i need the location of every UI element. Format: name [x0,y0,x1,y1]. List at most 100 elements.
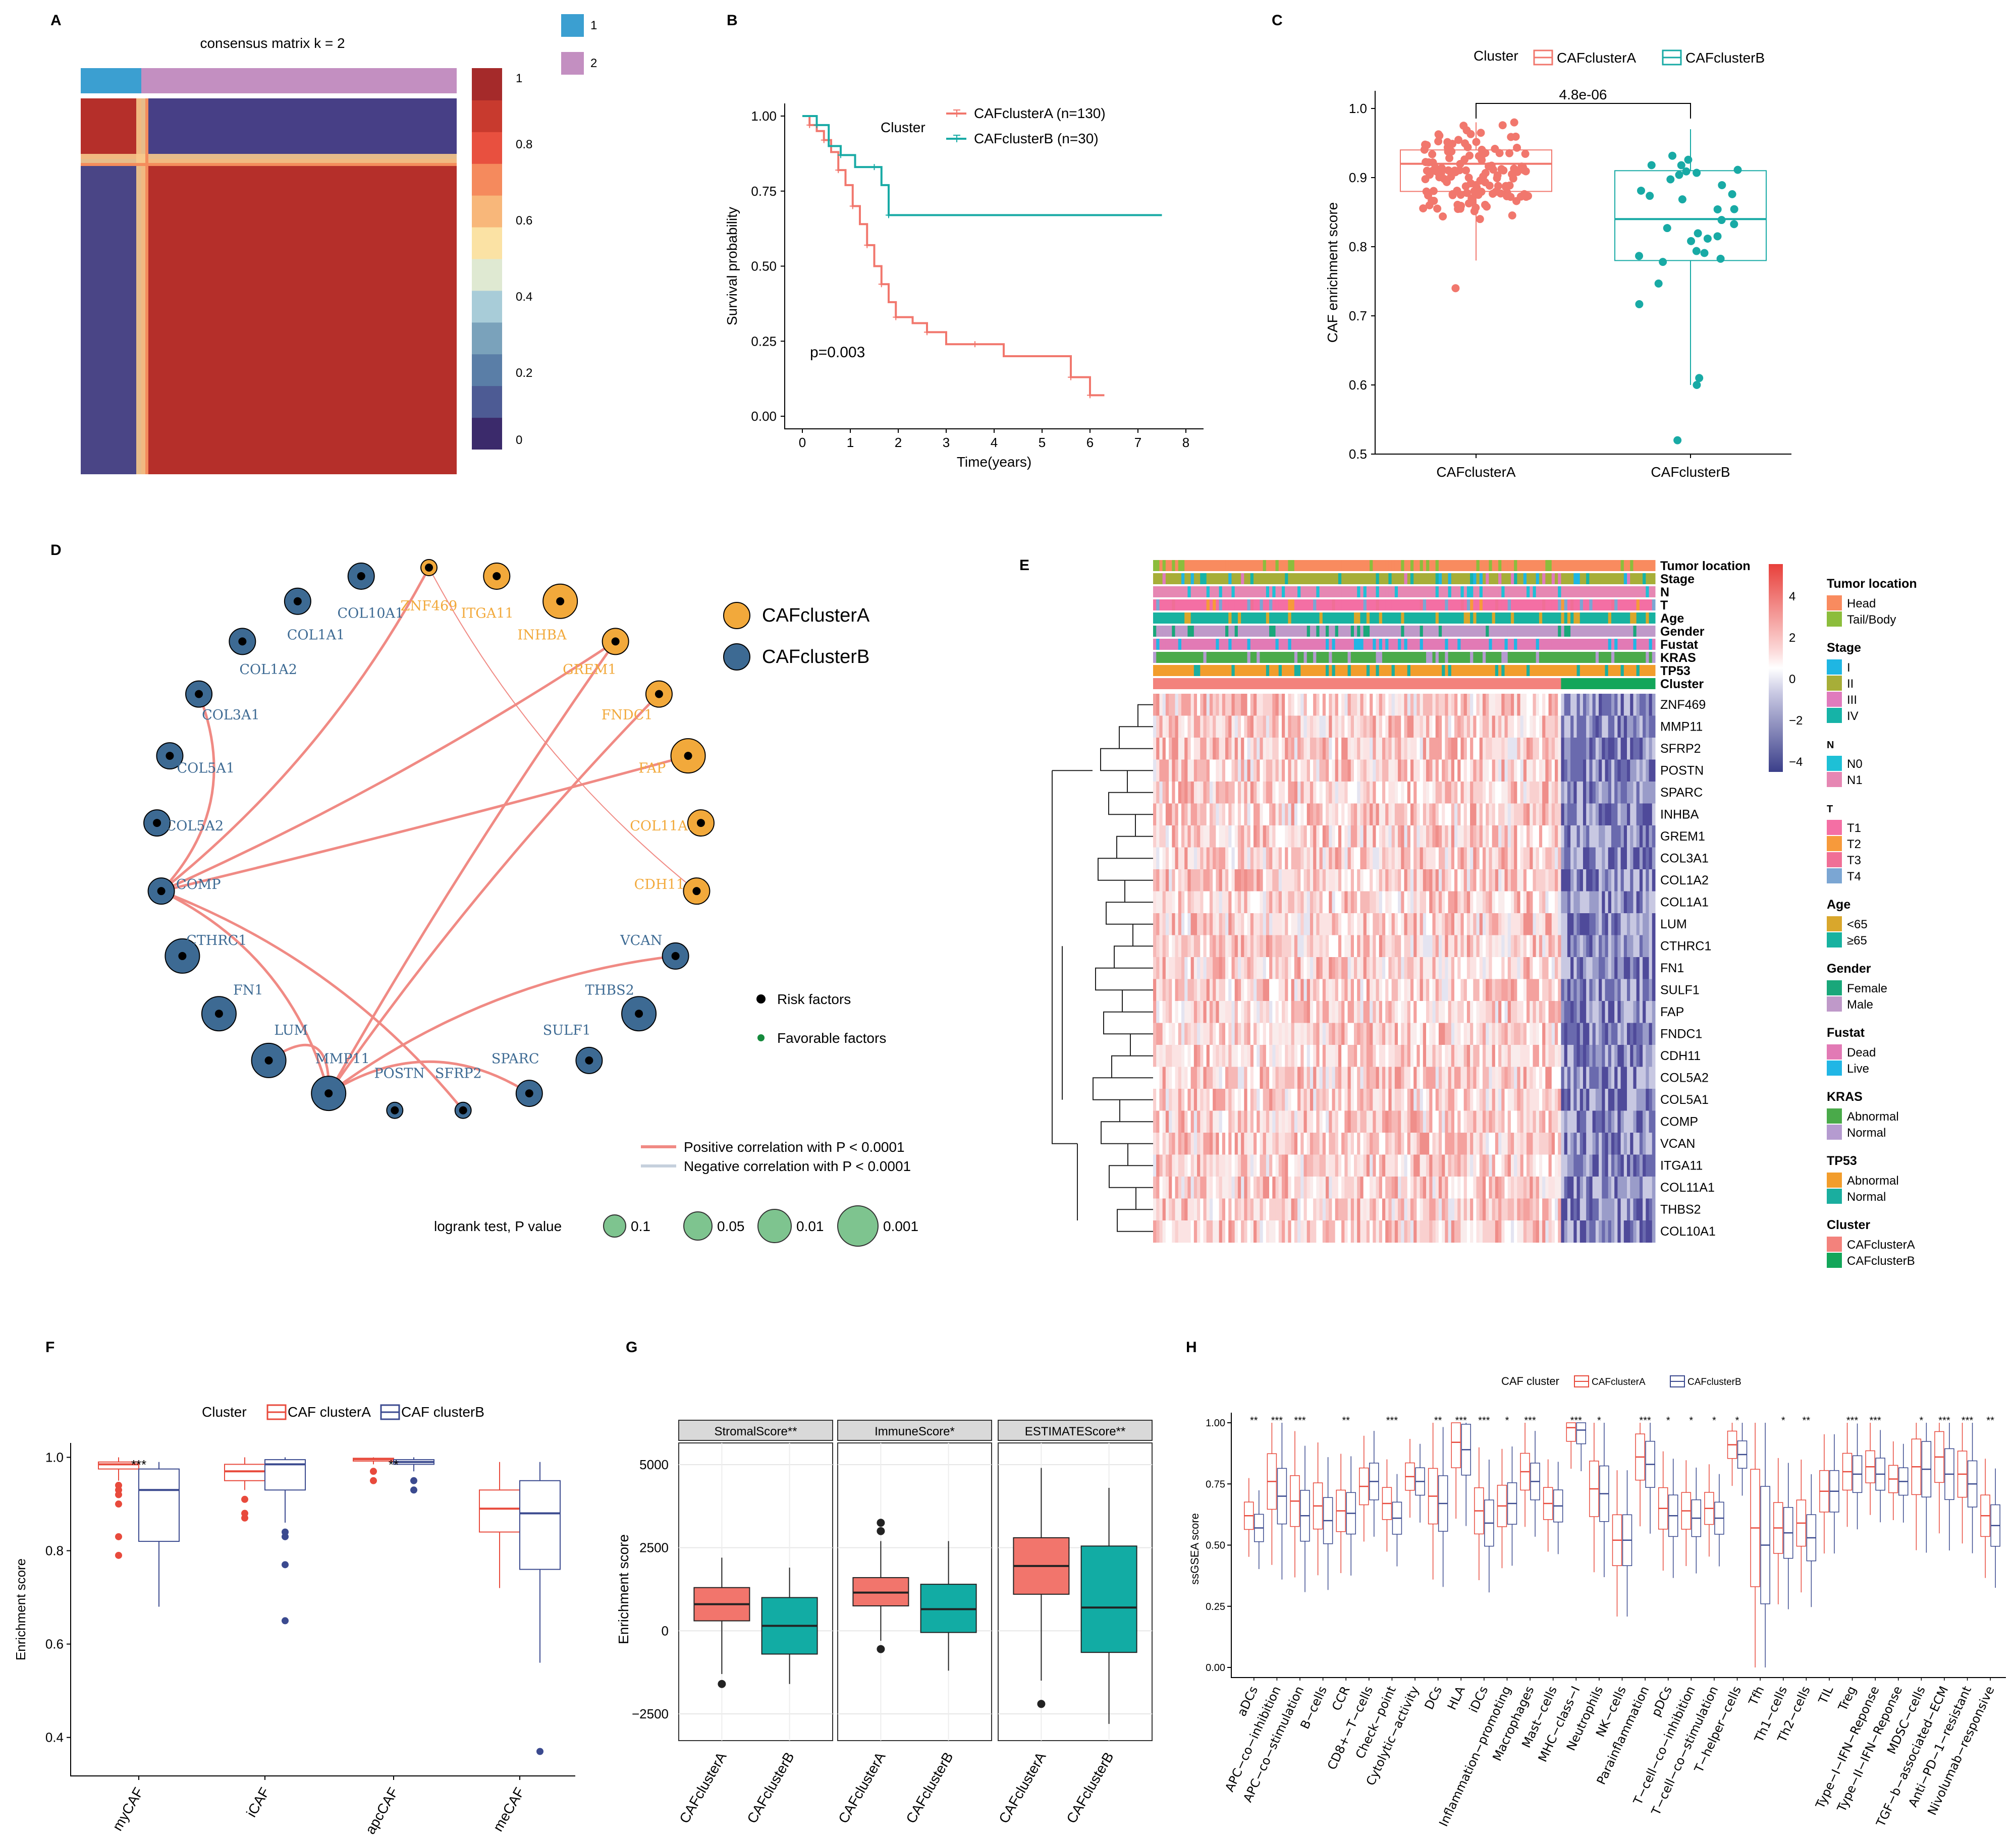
annotation-cell [1426,586,1430,597]
heatmap-cell [1178,847,1182,870]
heatmap-cell [1542,957,1546,979]
annotation-cell [1165,652,1169,663]
heatmap-cell [1507,1023,1511,1045]
annotation-cell [1379,665,1383,676]
annotation-cell [1263,612,1267,624]
x-tick-label: 1 [847,435,854,450]
heatmap-cell [1219,782,1223,804]
panel-d: ZNF469 ITGA11INHBAGREM1FNDC1FAPCOL11A1CDH… [143,559,918,1247]
heatmap-cell [1260,803,1264,826]
heatmap-cell [1344,935,1348,958]
heatmap-cell [1285,869,1288,891]
annotation-cell [1357,652,1360,663]
heatmap-cell [1558,957,1561,979]
node-label: FAP [638,760,666,776]
annotation-cell [1329,678,1332,689]
heatmap-cell [1579,1067,1584,1089]
annotation-cell [1573,652,1577,663]
heatmap-cell [1558,1045,1561,1067]
annotation-cell [1278,586,1282,597]
heatmap-cell [1175,1045,1179,1067]
heatmap-cell [1335,738,1339,760]
heatmap-cell [1530,782,1533,804]
heatmap-cell [1573,913,1577,935]
heatmap-cell [1646,979,1650,1001]
annotation-cell [1633,678,1637,689]
heatmap-cell [1300,957,1304,979]
annotation-cell [1184,665,1188,676]
annotation-row-label: Tumor location [1660,559,1751,573]
annotation-cell [1165,599,1169,610]
heatmap-cell [1639,869,1643,891]
heatmap-cell [1181,869,1185,891]
node-label: THBS2 [585,982,634,998]
annotation-cell [1216,560,1220,571]
heatmap-cell [1319,1067,1323,1089]
heatmap-cell [1520,738,1524,760]
annotation-cell [1370,665,1373,676]
annotation-cell [1445,626,1449,637]
annotation-cell [1617,678,1621,689]
annotation-cell [1583,612,1587,624]
heatmap-cell [1241,715,1244,738]
heatmap-cell [1498,891,1502,914]
heatmap-cell [1350,869,1354,891]
heatmap-cell [1510,715,1514,738]
annotation-cell [1231,652,1235,663]
heatmap-cell [1175,935,1179,958]
annotation-cell [1347,612,1351,624]
heatmap-cell [1460,694,1464,716]
heatmap-cell [1385,1067,1389,1089]
heatmap-cell [1281,694,1285,716]
heatmap-cell [1156,1023,1160,1045]
heatmap-cell [1156,803,1160,826]
heatmap-cell [1482,738,1486,760]
heatmap-cell [1489,694,1493,716]
annotation-cell [1602,665,1605,676]
heatmap-cell [1495,913,1499,935]
heatmap-cell [1620,1045,1624,1067]
annotation-cell [1473,665,1477,676]
heatmap-cell [1219,935,1223,958]
heatmap-cell [1275,803,1279,826]
heatmap-cell [1567,715,1571,738]
annotation-cell [1570,652,1574,663]
heatmap-cell [1429,715,1433,738]
node-risk-dot [585,1056,593,1065]
annotation-cell [1595,639,1599,650]
heatmap-cell [1611,803,1615,826]
annotation-cell [1241,599,1244,610]
heatmap-cell [1583,957,1587,979]
heatmap-cell [1620,1067,1624,1089]
heatmap-cell [1338,694,1342,716]
annotation-cell [1219,586,1223,597]
annotation-cell [1504,626,1508,637]
annotation-cell [1599,665,1602,676]
annotation-cell [1517,678,1521,689]
point [1654,279,1663,288]
heatmap-cell [1275,891,1279,914]
heatmap-cell [1363,738,1367,760]
annotation-cell [1184,612,1188,624]
annotation-cell [1611,599,1615,610]
heatmap-cell [1423,1067,1427,1089]
colorbar-step [472,417,502,450]
heatmap-cell [1269,1001,1273,1023]
heatmap-cell [1579,759,1584,782]
heatmap-cell [1291,1001,1295,1023]
annotation-cell [1310,665,1314,676]
heatmap-cell [1370,825,1373,848]
heatmap-cell [1200,738,1204,760]
heatmap-cell [1228,694,1232,716]
edge [160,567,430,893]
heatmap-cell [1237,869,1241,891]
heatmap-cell [1432,738,1436,760]
heatmap-cell [1407,1001,1411,1023]
heatmap-cell [1551,782,1555,804]
annotation-cell [1561,652,1565,663]
heatmap-cell [1614,1067,1618,1089]
heatmap-cell [1300,891,1304,914]
annotation-cell [1504,652,1508,663]
heatmap-cell [1539,825,1543,848]
heatmap-cell [1564,694,1568,716]
